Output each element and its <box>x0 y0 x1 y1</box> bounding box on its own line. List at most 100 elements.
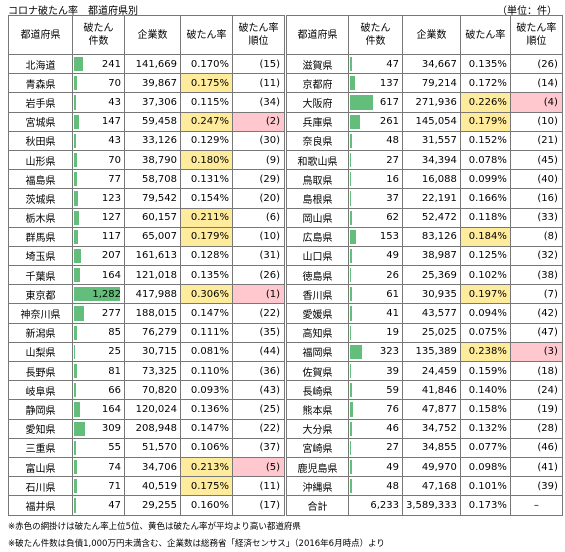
rate: 0.128% <box>180 245 233 267</box>
count-text: 81 <box>108 365 121 377</box>
rank: – <box>509 495 563 516</box>
prefecture: 沖縄県 <box>286 476 349 497</box>
prefecture: 愛媛県 <box>286 303 349 324</box>
firms: 145,054 <box>402 111 461 132</box>
header-text: 破たん率 <box>516 23 557 34</box>
header-text: 都道府県 <box>20 29 61 41</box>
row: 宮崎県 27 34,855 0.077% (46) <box>286 437 563 458</box>
count: 16 <box>348 169 403 190</box>
row: 沖縄県 48 47,168 0.101% (39) <box>286 476 563 497</box>
rank: (30) <box>232 130 285 151</box>
count-text: 62 <box>386 212 399 224</box>
prefecture: 京都府 <box>286 73 349 94</box>
prefecture: 富山県 <box>8 456 73 478</box>
count-text: 27 <box>386 154 399 166</box>
row: 山梨県 25 30,715 0.081% (44) <box>8 341 285 363</box>
rank: (39) <box>509 476 563 497</box>
count: 47 <box>348 53 403 75</box>
row: 三重県 55 51,570 0.106% (37) <box>8 437 285 458</box>
count-text: 127 <box>101 212 121 224</box>
count-text: 617 <box>379 96 399 108</box>
prefecture: 北海道 <box>8 53 73 75</box>
count: 164 <box>72 399 125 420</box>
row: 京都府 137 79,214 0.172% (14) <box>286 73 563 94</box>
count-text: 147 <box>101 116 121 128</box>
count-bar <box>74 57 83 72</box>
firms: 208,948 <box>124 418 181 439</box>
row: 岡山県 62 52,472 0.118% (33) <box>286 207 563 228</box>
prefecture: 長崎県 <box>286 380 349 401</box>
rate: 0.184% <box>459 226 511 247</box>
count-bar <box>350 344 363 359</box>
count: 137 <box>348 73 403 94</box>
row: 栃木県 127 60,157 0.211% (6) <box>8 207 285 228</box>
count-text: 39 <box>386 365 399 377</box>
row: 埼玉県 207 161,613 0.128% (31) <box>8 245 285 267</box>
prefecture: 滋賀県 <box>286 53 349 75</box>
count: 70 <box>72 73 125 94</box>
rank: (26) <box>232 265 285 286</box>
count-bar <box>350 114 360 129</box>
count-text: 26 <box>386 269 399 281</box>
rate: 0.099% <box>459 169 511 190</box>
prefecture: 福井県 <box>8 495 73 516</box>
prefecture: 山形県 <box>8 149 73 171</box>
rank: (34) <box>232 92 285 113</box>
firms: 31,557 <box>402 130 461 151</box>
count: 71 <box>72 476 125 497</box>
count-bar <box>350 248 352 264</box>
count-text: 49 <box>386 461 399 473</box>
header-cell: 破たん 件数 <box>348 15 403 55</box>
count: 123 <box>72 188 125 209</box>
rank: (17) <box>232 495 285 516</box>
prefecture: 茨城県 <box>8 188 73 209</box>
row: 秋田県 43 33,126 0.129% (30) <box>8 130 285 151</box>
header-text: 企業数 <box>137 29 168 41</box>
firms: 37,306 <box>124 92 181 113</box>
header-text: 都道府県 <box>297 29 338 41</box>
firms: 22,191 <box>402 188 461 209</box>
firms: 70,820 <box>124 380 181 401</box>
rank: (36) <box>232 360 285 382</box>
count-bar <box>74 440 76 455</box>
count: 46 <box>348 418 403 439</box>
count-text: 49 <box>386 250 399 262</box>
count-bar <box>350 402 353 417</box>
prefecture: 神奈川県 <box>8 303 73 324</box>
header-cell: 破たん率 順位 <box>509 15 563 55</box>
count-bar <box>350 421 352 436</box>
firms: 38,790 <box>124 149 181 171</box>
header-cell: 破たん 件数 <box>72 15 125 55</box>
rate: 0.132% <box>459 418 511 439</box>
count-text: 43 <box>108 135 121 147</box>
prefecture: 佐賀県 <box>286 360 349 382</box>
row: 岐阜県 66 70,820 0.093% (43) <box>8 380 285 401</box>
rank: (9) <box>232 149 285 171</box>
rate: 0.135% <box>180 265 233 286</box>
firms: 271,936 <box>402 92 461 113</box>
rank: (4) <box>509 92 563 113</box>
rate: 0.111% <box>180 322 233 343</box>
header-text: 順位 <box>526 36 547 47</box>
rate: 0.077% <box>459 437 511 458</box>
rate: 0.179% <box>180 226 233 247</box>
count-text: 323 <box>379 346 399 358</box>
header-cell: 都道府県 <box>286 15 349 55</box>
row: 東京都 1,282 417,988 0.306% (1) <box>8 284 285 305</box>
rank: (19) <box>509 399 563 420</box>
firms: 79,542 <box>124 188 181 209</box>
rate: 0.118% <box>459 207 511 228</box>
count-bar <box>74 421 86 436</box>
count: 41 <box>348 303 403 324</box>
header-cell: 破たん率 順位 <box>232 15 285 55</box>
data-table: 都道府県 破たん 件数 企業数 破たん率 破たん率 順位 北海道 241 141,669 0.170… <box>8 15 285 516</box>
header-text: 破たん率 <box>186 29 227 41</box>
prefecture: 愛知県 <box>8 418 73 439</box>
count-text: 66 <box>108 384 121 396</box>
note: ※破たん件数は負債1,000万円未満含む、企業数は総務省「経済センサス」（201… <box>8 539 385 549</box>
firms: 34,752 <box>402 418 461 439</box>
count-text: 241 <box>101 58 121 70</box>
count-text: 1,282 <box>92 288 121 300</box>
rate: 0.154% <box>180 188 233 209</box>
row: 佐賀県 39 24,459 0.159% (18) <box>286 360 563 382</box>
